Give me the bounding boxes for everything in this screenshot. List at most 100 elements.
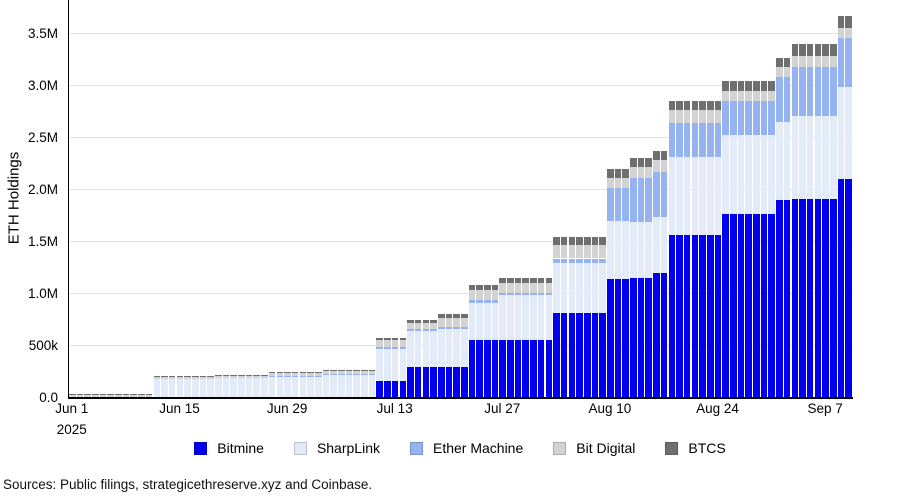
x-tick-label: Aug 10 <box>588 401 632 416</box>
bar-segment-ether-machine <box>407 328 414 332</box>
bar-segment-btcs <box>422 320 430 324</box>
bar-segment-bitmine <box>630 277 637 397</box>
bar-segment-btcs <box>706 101 714 110</box>
bar-day-64 <box>560 0 568 397</box>
bar-segment-bitmine <box>476 340 483 397</box>
bar-segment-btcs <box>92 394 99 395</box>
bar-segment-bitmine <box>829 199 837 397</box>
bar-segment-sharplink <box>745 134 752 214</box>
bar-segment-bitmine <box>814 199 822 397</box>
bar-segment-sharplink <box>399 348 407 382</box>
bar-day-51 <box>461 0 468 397</box>
bar-segment-bit-digital <box>560 245 568 259</box>
bar-segment-bit-digital <box>545 283 553 293</box>
bar-segment-bit-digital <box>814 55 822 68</box>
bar-segment-btcs <box>307 372 314 374</box>
bar-segment-bit-digital <box>645 167 653 179</box>
legend-label: Bitmine <box>217 440 264 456</box>
bar-day-93 <box>783 0 791 397</box>
bar-segment-sharplink <box>730 134 737 214</box>
bar-segment-bit-digital <box>353 370 360 374</box>
bar-segment-sharplink <box>660 216 668 274</box>
bar-segment-bit-digital <box>261 376 268 379</box>
bar-segment-btcs <box>361 369 368 371</box>
bar-segment-btcs <box>783 57 791 67</box>
bar-segment-bit-digital <box>230 376 237 379</box>
bar-segment-bit-digital <box>507 283 514 293</box>
bar-segment-btcs <box>245 375 253 377</box>
bar-segment-bit-digital <box>253 376 261 379</box>
bar-segment-ether-machine <box>522 292 530 296</box>
bar-segment-bit-digital <box>522 283 530 293</box>
bar-segment-bit-digital <box>706 109 714 124</box>
bar-day-75 <box>645 0 653 397</box>
bar-segment-bitmine <box>745 213 752 397</box>
bar-segment-ether-machine <box>414 328 422 332</box>
bar-segment-btcs <box>491 285 499 290</box>
bar-segment-ether-machine <box>814 67 822 117</box>
bar-day-45 <box>414 0 422 397</box>
bar-day-98 <box>822 0 829 397</box>
bar-segment-btcs <box>476 285 483 290</box>
bar-day-32 <box>314 0 322 397</box>
bar-segment-ether-machine <box>806 67 814 117</box>
bar-segment-ether-machine <box>276 375 284 377</box>
bar-segment-ether-machine <box>553 258 560 264</box>
bar-segment-btcs <box>768 80 776 91</box>
y-tick-label: 1.0M <box>27 286 58 301</box>
bar-segment-btcs <box>430 320 437 324</box>
bar-segment-btcs <box>714 101 722 110</box>
bar-segment-ether-machine <box>314 375 322 377</box>
bar-segment-bit-digital <box>484 289 491 301</box>
bar-segment-bit-digital <box>753 90 760 102</box>
bar-segment-sharplink <box>184 379 191 397</box>
bar-segment-bit-digital <box>453 317 460 327</box>
bar-segment-bitmine <box>484 340 491 397</box>
bar-segment-ether-machine <box>430 328 437 332</box>
bar-segment-btcs <box>99 394 107 395</box>
bar-segment-bitmine <box>499 340 506 397</box>
bar-segment-ether-machine <box>722 101 729 135</box>
bar-day-31 <box>307 0 314 397</box>
bar-segment-btcs <box>845 16 852 28</box>
bar-segment-sharplink <box>245 378 253 397</box>
bar-segment-bit-digital <box>330 370 337 374</box>
bar-segment-sharplink <box>668 156 676 236</box>
bar-segment-ether-machine <box>299 375 307 377</box>
bar-segment-sharplink <box>299 376 307 397</box>
bar-segment-btcs <box>69 394 76 395</box>
y-tick-label: 500k <box>28 338 58 353</box>
bar-segment-sharplink <box>391 348 399 382</box>
bar-segment-btcs <box>330 369 337 371</box>
legend-swatch-icon <box>409 441 423 455</box>
bar-segment-bitmine <box>568 312 576 397</box>
y-tick-label: 1.5M <box>27 234 58 249</box>
bar-segment-ether-machine <box>291 375 299 377</box>
bar-segment-sharplink <box>261 378 268 397</box>
bar-day-56 <box>499 0 506 397</box>
bar-segment-sharplink <box>276 376 284 397</box>
legend-item-bitmine: Bitmine <box>194 440 264 456</box>
bar-segment-bit-digital <box>299 373 307 376</box>
bar-segment-sharplink <box>522 295 530 341</box>
bar-day-9 <box>138 0 145 397</box>
bar-segment-bit-digital <box>115 394 122 397</box>
bar-segment-bit-digital <box>537 283 545 293</box>
bar-segment-sharplink <box>484 303 491 341</box>
bar-segment-bitmine <box>691 235 699 397</box>
bar-day-16 <box>191 0 199 397</box>
bar-segment-bit-digital <box>599 245 606 259</box>
bar-segment-bit-digital <box>676 109 683 124</box>
y-tick-label: 3.0M <box>27 78 58 93</box>
bar-segment-sharplink <box>161 379 168 397</box>
bar-segment-sharplink <box>376 348 384 382</box>
bar-day-34 <box>330 0 337 397</box>
bar-segment-ether-machine <box>376 346 384 349</box>
bar-segment-sharplink <box>837 87 845 179</box>
bar-segment-bitmine <box>414 367 422 397</box>
bar-segment-bit-digital <box>530 283 537 293</box>
bar-day-92 <box>776 0 783 397</box>
bar-segment-btcs <box>353 369 360 371</box>
bar-segment-bit-digital <box>653 160 660 172</box>
bar-segment-bitmine <box>461 366 468 397</box>
